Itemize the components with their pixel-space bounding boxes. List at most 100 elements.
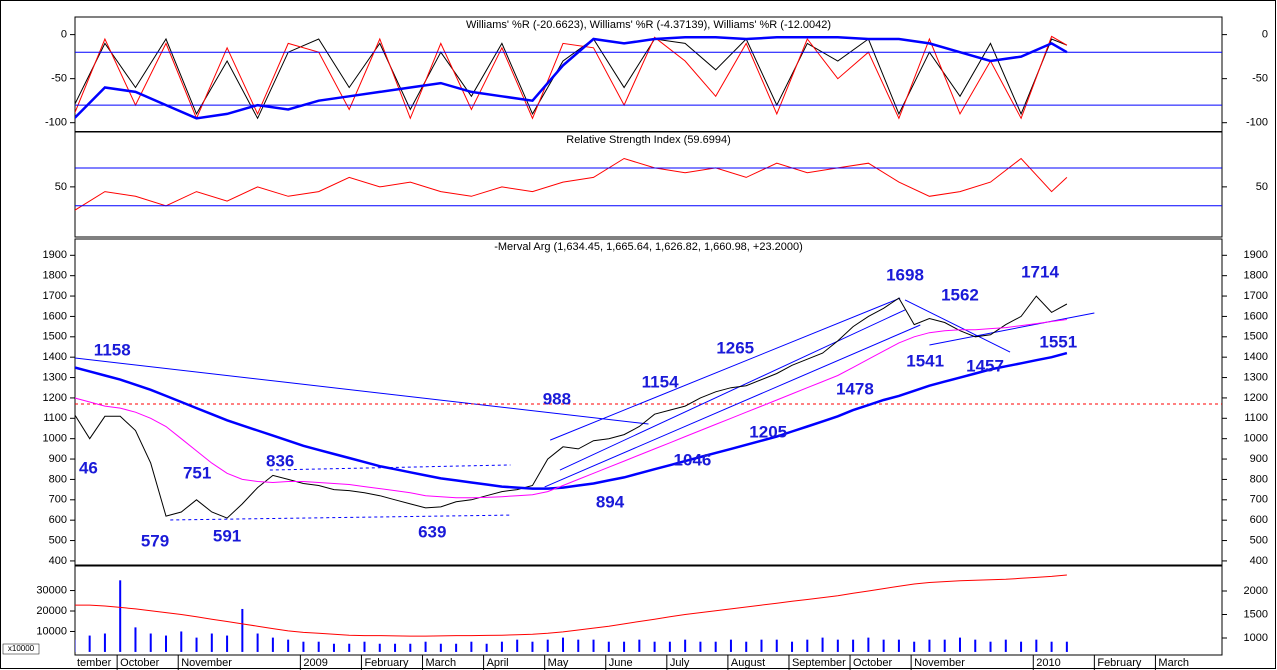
y-tick-label: 1100	[1244, 412, 1268, 424]
annotation: 1698	[886, 266, 924, 285]
x-tick-label: August	[731, 657, 765, 669]
trend-line	[549, 297, 901, 441]
y-tick-label: 1600	[1244, 310, 1268, 322]
y2-tick-label: 1000	[1244, 632, 1268, 644]
panel	[74, 238, 1223, 566]
x-tick-label: October	[120, 657, 159, 669]
volume-bar	[714, 641, 717, 652]
y-tick-label: 1900	[43, 249, 67, 261]
annotation: 579	[141, 531, 169, 550]
volume-bar	[180, 631, 183, 652]
volume-bar	[638, 639, 641, 652]
x-tick-label: June	[609, 657, 633, 669]
y-tick-label: 1400	[1244, 351, 1268, 363]
series-line	[75, 157, 1068, 211]
x-tick-label: March	[426, 657, 457, 669]
volume-bar	[943, 639, 946, 652]
volume-bar	[75, 639, 76, 652]
volume-bar	[500, 641, 503, 652]
volume-bar	[119, 580, 122, 652]
y-tick-label: 50	[55, 181, 67, 193]
unit-box	[2, 643, 40, 655]
y-tick-label: 1000	[1244, 433, 1268, 445]
trend-line	[170, 514, 511, 521]
y-tick-label: 700	[49, 494, 67, 506]
volume-bar	[332, 643, 335, 652]
y-tick-label: -50	[1252, 73, 1268, 85]
trend-line	[929, 312, 1095, 346]
volume-bar	[958, 637, 961, 652]
series-line	[75, 319, 1067, 499]
volume-bar	[653, 641, 656, 652]
y2-tick-label: 1500	[1244, 608, 1268, 620]
annotation: 988	[543, 389, 571, 408]
y-tick-label: 1000	[43, 433, 67, 445]
panel-title: Williams' %R (-20.6623), Williams' %R (-…	[466, 19, 831, 31]
annotation: 1551	[1039, 332, 1077, 351]
annotation: 836	[266, 451, 294, 470]
y-tick-label: 30000	[36, 584, 67, 596]
volume-bar	[699, 641, 702, 652]
panel	[74, 131, 1223, 238]
annotation: 1154	[642, 373, 679, 392]
y-tick-label: 500	[1250, 534, 1268, 546]
series-line	[75, 351, 1068, 490]
series-line	[75, 37, 1068, 120]
unit-label: x10000	[8, 644, 35, 653]
x-tick-label: 2009	[303, 657, 327, 669]
volume-bar	[424, 641, 427, 652]
y-tick-label: 1200	[1244, 392, 1268, 404]
y-tick-label: 700	[1250, 494, 1268, 506]
volume-bar	[210, 633, 213, 652]
annotation: 639	[418, 522, 446, 541]
volume-bar	[775, 639, 778, 652]
plot-area	[75, 295, 1222, 521]
volume-bar	[531, 641, 534, 652]
volume-bar	[195, 637, 198, 652]
volume-bar	[348, 643, 351, 652]
panel	[74, 565, 1223, 656]
volume-bar	[363, 641, 366, 652]
volume-bar	[592, 639, 595, 652]
y-tick-label: 600	[49, 514, 67, 526]
volume-bar	[623, 641, 626, 652]
y-tick-label: 600	[1250, 514, 1268, 526]
volume-bar	[882, 639, 885, 652]
volume-bar	[103, 633, 106, 652]
annotation: 894	[596, 493, 625, 512]
volume-bar	[439, 643, 442, 652]
x-tick-label: July	[670, 657, 690, 669]
volume-bar	[913, 641, 916, 652]
y-tick-label: 0	[61, 29, 67, 41]
volume-bar	[729, 639, 732, 652]
volume-bar	[302, 641, 305, 652]
annotation: 1158	[94, 341, 131, 360]
trend-line	[544, 324, 921, 488]
series-line	[75, 295, 1068, 519]
y-tick-label: 0	[1262, 29, 1268, 41]
trend-line	[75, 357, 649, 425]
x-tick-label: tember	[77, 657, 112, 669]
volume-bar	[485, 643, 488, 652]
y-tick-label: -50	[51, 73, 67, 85]
volume-bar	[1020, 641, 1023, 652]
volume-bar	[88, 635, 91, 652]
annotation: 1046	[674, 451, 712, 470]
y-tick-label: 400	[1250, 555, 1268, 567]
volume-bar	[1065, 641, 1068, 652]
annotation: 1265	[716, 339, 754, 358]
annotation: 1478	[836, 379, 874, 398]
volume-bar	[607, 641, 610, 652]
volume-bar	[684, 639, 687, 652]
y-tick-label: 1300	[1244, 371, 1268, 383]
volume-bar	[821, 637, 824, 652]
y-tick-label: 900	[1250, 453, 1268, 465]
y-tick-label: 800	[49, 473, 67, 485]
y-tick-label: 1200	[43, 392, 67, 404]
annotation: 1541	[906, 352, 944, 371]
volume-bar	[806, 639, 809, 652]
volume-bar	[897, 639, 900, 652]
x-tick-label: April	[487, 657, 509, 669]
y-tick-label: 1300	[43, 371, 67, 383]
